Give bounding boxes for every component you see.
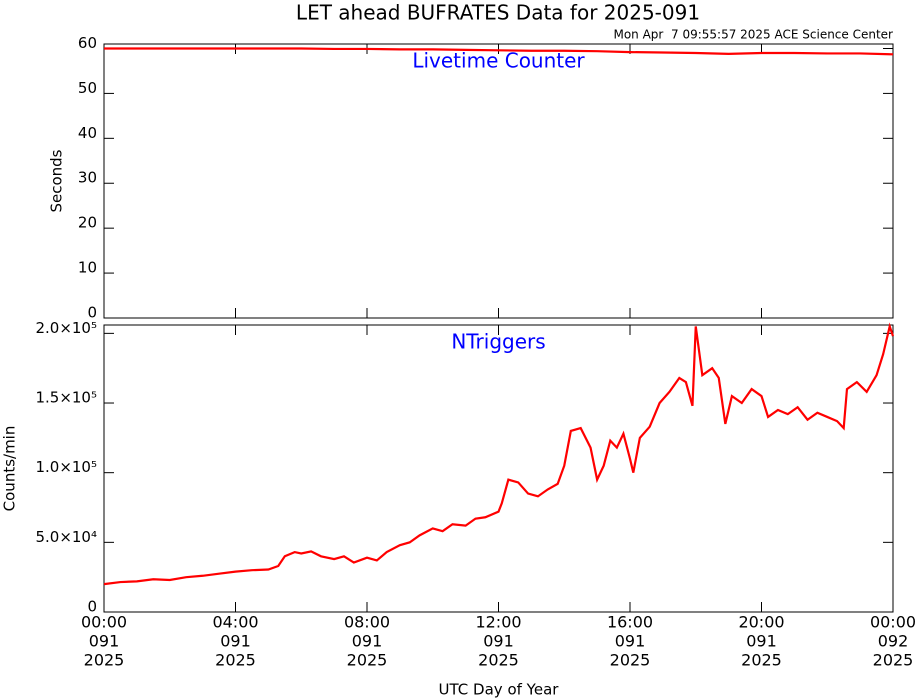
- x-tick-label: 2025: [215, 651, 256, 670]
- y-axis-label: Seconds: [48, 149, 66, 212]
- panel-annotation: Livetime Counter: [412, 49, 585, 73]
- y-tick-label: 1.5×10⁵: [35, 389, 97, 407]
- x-tick-label: 2025: [610, 651, 651, 670]
- y-tick-label: 40: [78, 124, 97, 142]
- x-tick-label: 12:00: [475, 613, 521, 632]
- x-tick-label: 16:00: [607, 613, 653, 632]
- x-tick-label: 00:00: [81, 613, 127, 632]
- x-tick-label: 00:00: [870, 613, 916, 632]
- x-tick-label: 2025: [741, 651, 782, 670]
- data-line: [103, 322, 895, 586]
- x-tick-label: 091: [615, 632, 646, 651]
- chart-title: LET ahead BUFRATES Data for 2025-091: [296, 1, 700, 25]
- x-tick-label: 091: [352, 632, 383, 651]
- panel-annotation: NTriggers: [451, 330, 545, 354]
- y-axis-label: Counts/min: [1, 426, 19, 512]
- x-tick-label: 091: [483, 632, 514, 651]
- x-tick-label: 092: [878, 632, 909, 651]
- y-tick-label: 2.0×10⁵: [35, 319, 97, 337]
- y-tick-label: 50: [78, 79, 97, 97]
- y-tick-label: 5.0×10⁴: [35, 528, 97, 546]
- plot-frame: [103, 43, 894, 319]
- y-tick-label: 0: [87, 598, 97, 616]
- y-tick-label: 30: [78, 169, 97, 187]
- y-tick-label: 1.0×10⁵: [35, 458, 97, 476]
- x-tick-label: 2025: [478, 651, 519, 670]
- y-tick-label: 20: [78, 214, 97, 232]
- x-tick-label: 08:00: [344, 613, 390, 632]
- plot-frame: [103, 324, 894, 613]
- x-tick-label: 2025: [873, 651, 914, 670]
- x-tick-label: 04:00: [212, 613, 258, 632]
- data-line: [104, 47, 894, 56]
- chart-subtitle: Mon Apr 7 09:55:57 2025 ACE Science Cent…: [613, 28, 893, 42]
- x-tick-label: 091: [89, 632, 120, 651]
- x-tick-label: 20:00: [738, 613, 784, 632]
- y-tick-label: 0: [87, 304, 97, 322]
- x-tick-label: 091: [220, 632, 251, 651]
- y-tick-label: 10: [78, 259, 97, 277]
- y-tick-label: 60: [78, 34, 97, 52]
- x-tick-label: 2025: [84, 651, 125, 670]
- x-axis-label: UTC Day of Year: [439, 681, 560, 699]
- x-tick-label: 091: [746, 632, 777, 651]
- x-tick-label: 2025: [347, 651, 388, 670]
